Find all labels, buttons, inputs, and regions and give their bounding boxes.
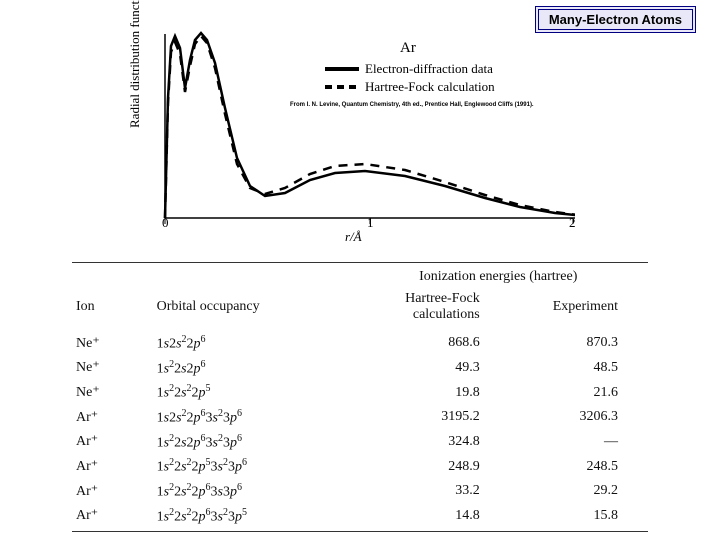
col-header: Ion: [72, 288, 153, 331]
series-solid: [165, 33, 575, 218]
cell-ion: Ne⁺: [72, 331, 153, 356]
table-row: Ne⁺1s22s22p519.821.6: [72, 380, 648, 405]
ionization-table: Ionization energies (hartree) Ion Orbita…: [72, 262, 648, 532]
cell-hf: 248.9: [348, 454, 509, 479]
chart-xlabel: r/Å: [345, 229, 362, 245]
cell-hf: 868.6: [348, 331, 509, 356]
cell-occupancy: 1s2s22p63s23p6: [153, 405, 349, 430]
cell-hf: 49.3: [348, 356, 509, 381]
cell-ion: Ne⁺: [72, 356, 153, 381]
cell-occupancy: 1s22s22p53s23p6: [153, 454, 349, 479]
cell-ion: Ar⁺: [72, 504, 153, 532]
table-row: Ne⁺1s22s2p649.348.5: [72, 356, 648, 381]
series-dashed: [165, 36, 575, 218]
cell-ion: Ar⁺: [72, 454, 153, 479]
cell-hf: 19.8: [348, 380, 509, 405]
table-row: Ar⁺1s22s22p63s23p514.815.8: [72, 504, 648, 532]
cell-exp: 48.5: [510, 356, 648, 381]
xtick: 2: [569, 215, 576, 231]
cell-ion: Ar⁺: [72, 405, 153, 430]
cell-occupancy: 1s2s22p6: [153, 331, 349, 356]
col-header: Orbital occupancy: [153, 288, 349, 331]
col-header: Hartree-Fock calculations: [348, 288, 509, 331]
cell-occupancy: 1s22s2p63s23p6: [153, 430, 349, 455]
table-row: Ne⁺1s2s22p6868.6870.3: [72, 331, 648, 356]
cell-ion: Ar⁺: [72, 430, 153, 455]
cell-exp: 29.2: [510, 479, 648, 504]
cell-exp: —: [510, 430, 648, 455]
cell-hf: 3195.2: [348, 405, 509, 430]
cell-exp: 15.8: [510, 504, 648, 532]
cell-ion: Ar⁺: [72, 479, 153, 504]
xtick: 1: [367, 215, 374, 231]
cell-hf: 14.8: [348, 504, 509, 532]
table-row: Ar⁺1s2s22p63s23p63195.23206.3: [72, 405, 648, 430]
cell-exp: 248.5: [510, 454, 648, 479]
cell-hf: 324.8: [348, 430, 509, 455]
table-row: Ar⁺1s22s22p63s3p633.229.2: [72, 479, 648, 504]
table-header-row: Ion Orbital occupancy Hartree-Fock calcu…: [72, 288, 648, 331]
cell-exp: 870.3: [510, 331, 648, 356]
cell-occupancy: 1s22s22p63s3p6: [153, 479, 349, 504]
super-header-text: Ionization energies (hartree): [348, 263, 648, 289]
cell-exp: 3206.3: [510, 405, 648, 430]
xtick: 0: [162, 215, 169, 231]
chart-svg: [145, 28, 575, 228]
table-row: Ar⁺1s22s22p53s23p6248.9248.5: [72, 454, 648, 479]
col-header: Experiment: [510, 288, 648, 331]
cell-occupancy: 1s22s22p5: [153, 380, 349, 405]
cell-exp: 21.6: [510, 380, 648, 405]
radial-distribution-chart: Radial distribution function Ar Electron…: [145, 28, 575, 243]
chart-ylabel: Radial distribution function: [127, 0, 143, 128]
table-super-header: Ionization energies (hartree): [72, 263, 648, 289]
cell-occupancy: 1s22s22p63s23p5: [153, 504, 349, 532]
cell-ion: Ne⁺: [72, 380, 153, 405]
cell-occupancy: 1s22s2p6: [153, 356, 349, 381]
cell-hf: 33.2: [348, 479, 509, 504]
table-row: Ar⁺1s22s2p63s23p6324.8—: [72, 430, 648, 455]
